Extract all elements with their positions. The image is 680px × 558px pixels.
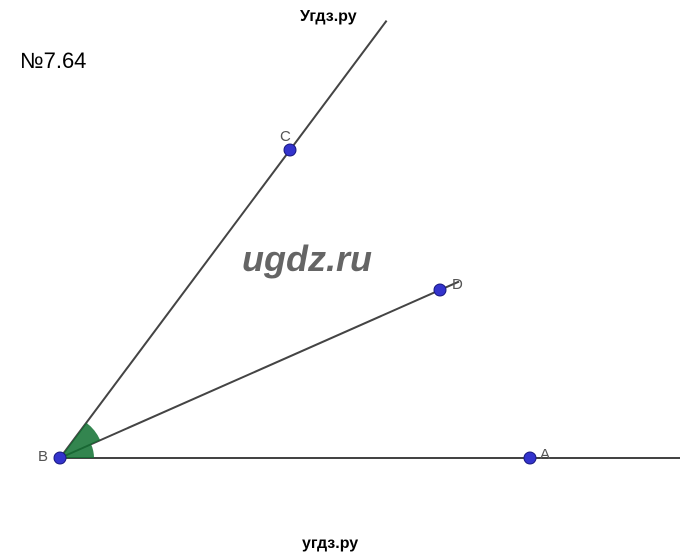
point-label-A: A bbox=[540, 446, 550, 463]
point-label-B: B bbox=[38, 448, 48, 465]
point-label-D: D bbox=[452, 276, 463, 293]
geometry-diagram bbox=[0, 0, 680, 558]
point-label-C: C bbox=[280, 128, 291, 145]
